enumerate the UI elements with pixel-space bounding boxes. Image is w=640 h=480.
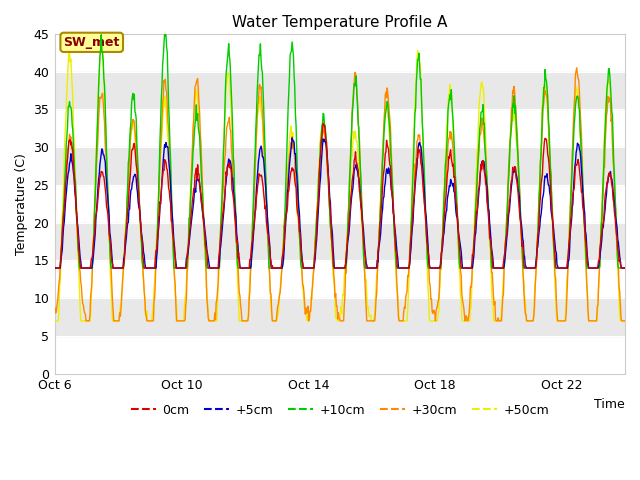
Y-axis label: Temperature (C): Temperature (C): [15, 153, 28, 255]
Bar: [55, 223, 625, 261]
Bar: [55, 298, 625, 336]
Bar: [55, 72, 625, 109]
Title: Water Temperature Profile A: Water Temperature Profile A: [232, 15, 448, 30]
Legend: 0cm, +5cm, +10cm, +30cm, +50cm: 0cm, +5cm, +10cm, +30cm, +50cm: [126, 399, 554, 422]
Text: SW_met: SW_met: [63, 36, 120, 49]
Bar: [55, 147, 625, 185]
X-axis label: Time: Time: [595, 398, 625, 411]
